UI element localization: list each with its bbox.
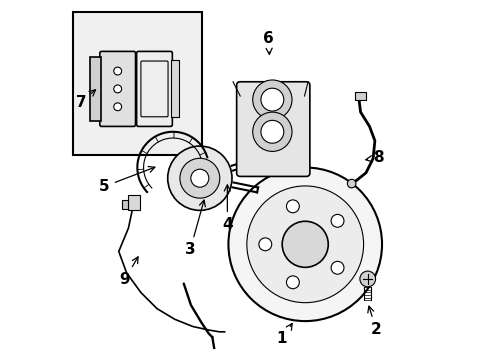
FancyBboxPatch shape — [136, 51, 172, 126]
Text: 2: 2 — [367, 306, 381, 337]
Circle shape — [258, 238, 271, 251]
Bar — [122, 200, 128, 208]
Circle shape — [282, 221, 327, 267]
Circle shape — [286, 200, 299, 213]
Circle shape — [114, 67, 122, 75]
Bar — [90, 57, 101, 121]
Circle shape — [167, 146, 231, 210]
Circle shape — [330, 261, 343, 274]
Text: 3: 3 — [184, 200, 205, 257]
Bar — [170, 60, 179, 117]
Circle shape — [228, 167, 381, 321]
Circle shape — [261, 120, 283, 143]
Text: 7: 7 — [76, 90, 95, 110]
Circle shape — [114, 103, 122, 111]
Bar — [128, 195, 140, 210]
Text: 9: 9 — [119, 257, 138, 287]
FancyBboxPatch shape — [236, 82, 309, 176]
Circle shape — [114, 85, 122, 93]
Circle shape — [252, 112, 291, 152]
Text: 5: 5 — [99, 167, 155, 194]
Circle shape — [190, 169, 208, 187]
Text: 8: 8 — [365, 150, 383, 165]
Circle shape — [261, 88, 283, 111]
Text: 1: 1 — [276, 324, 292, 346]
Text: 6: 6 — [263, 31, 274, 54]
Circle shape — [359, 271, 375, 287]
Circle shape — [246, 186, 363, 303]
Circle shape — [252, 80, 291, 119]
Circle shape — [346, 179, 355, 188]
Circle shape — [180, 158, 219, 198]
Bar — [354, 92, 365, 100]
Circle shape — [286, 276, 299, 289]
Text: 4: 4 — [222, 185, 232, 232]
Bar — [73, 12, 201, 155]
FancyBboxPatch shape — [100, 51, 135, 126]
Circle shape — [330, 215, 343, 227]
